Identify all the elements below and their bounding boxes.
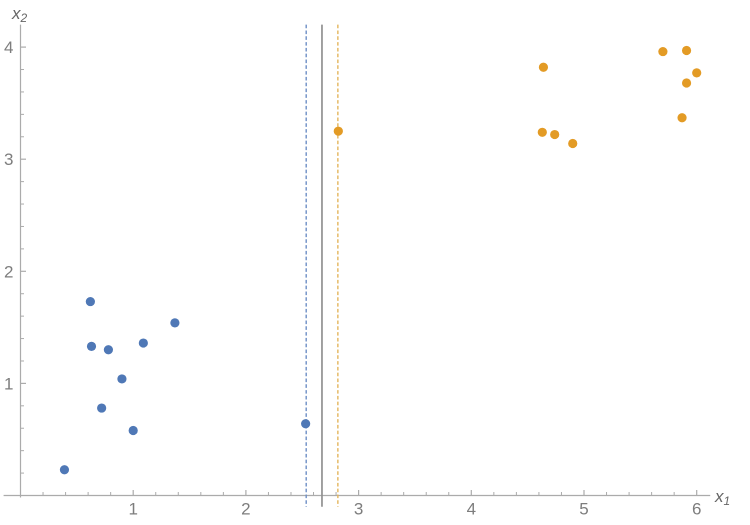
class-orange-point xyxy=(658,46,668,57)
class-blue-point xyxy=(59,465,70,475)
class-blue-point xyxy=(86,341,97,352)
class-orange-point xyxy=(568,138,578,149)
class-blue-point xyxy=(103,345,114,355)
class-orange-point xyxy=(681,45,692,56)
class-blue-point xyxy=(85,296,95,307)
x-tick-label: 2 xyxy=(241,500,250,519)
x-tick-label: 6 xyxy=(692,500,701,519)
x-tick-label: 4 xyxy=(467,500,476,519)
class-orange-point xyxy=(550,129,560,140)
class-blue-point xyxy=(128,425,138,436)
y-axis-label: x2 xyxy=(11,4,28,25)
class-orange-point xyxy=(333,126,343,136)
x-axis-label: x1 xyxy=(714,487,730,508)
y-tick-label: 4 xyxy=(4,38,13,57)
class-orange-point xyxy=(692,68,702,78)
class-blue-point xyxy=(117,374,127,384)
x-tick-label: 1 xyxy=(128,500,137,519)
x-tick-label: 5 xyxy=(579,500,588,519)
class-orange-point xyxy=(681,78,692,88)
x-tick-label: 3 xyxy=(354,500,363,519)
class-blue-point xyxy=(138,338,148,348)
class-blue-point xyxy=(97,403,107,413)
class-orange-point xyxy=(538,62,549,72)
class-blue-point xyxy=(170,318,180,328)
y-tick-label: 1 xyxy=(4,374,13,393)
y-tick-label: 3 xyxy=(4,150,13,169)
class-blue-point xyxy=(301,419,311,429)
class-orange-point xyxy=(677,113,687,123)
y-tick-label: 2 xyxy=(4,262,13,281)
class-orange-point xyxy=(537,127,547,137)
chart-root: 1 2 3 4 5 6 1 2 3 4 xyxy=(3,24,711,519)
